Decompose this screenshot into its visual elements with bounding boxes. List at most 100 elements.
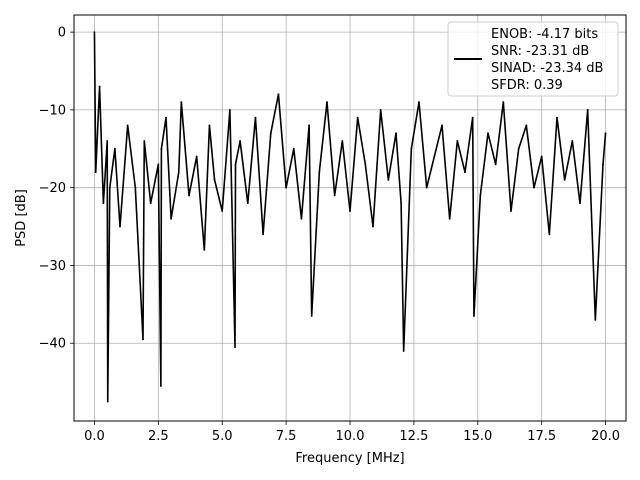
psd-point [310, 315, 313, 317]
y-tick-label: −40 [39, 337, 66, 352]
psd-point [119, 225, 121, 228]
x-tick-label: 5.0 [212, 429, 233, 444]
psd-point [372, 225, 374, 228]
psd-line-0 [93, 32, 607, 403]
psd-point [533, 186, 535, 189]
y-tick-label: −30 [39, 259, 66, 274]
psd-point [106, 400, 109, 403]
psd-point [395, 132, 397, 135]
psd-point [425, 186, 428, 189]
psd-point [602, 163, 604, 166]
psd-point [563, 178, 566, 181]
y-tick-label: −20 [39, 181, 66, 196]
psd-point [234, 163, 237, 166]
psd-point [464, 171, 466, 174]
psd-point [93, 31, 96, 34]
psd-point [333, 194, 336, 197]
psd-point [510, 210, 512, 212]
x-tick-label: 17.5 [527, 429, 556, 444]
psd-point [356, 116, 359, 119]
psd-point [165, 116, 167, 119]
x-tick-label: 7.5 [276, 429, 297, 444]
psd-point [159, 385, 162, 387]
psd-point [308, 124, 311, 127]
psd-point [448, 217, 451, 220]
psd-point [494, 163, 497, 166]
psd-point [142, 338, 144, 341]
psd-point [502, 101, 505, 104]
psd-point [400, 202, 403, 205]
psd-point [586, 108, 589, 111]
psd-point [203, 248, 206, 251]
x-tick-label: 10.0 [336, 429, 365, 444]
psd-point [262, 233, 265, 236]
psd-point [410, 147, 413, 150]
psd-point [149, 202, 152, 205]
psd-point [228, 108, 231, 111]
psd-point [418, 101, 420, 104]
psd-point [177, 171, 180, 174]
psd-point [473, 315, 475, 317]
psd-point [213, 178, 216, 181]
psd-point [126, 124, 129, 127]
psd-series [93, 31, 607, 403]
x-axis: 0.0 2.5 5.0 7.5 10.0 12.5 15.0 17.5 20.0 [84, 421, 620, 444]
legend-enob: ENOB: -4.17 bits [491, 27, 598, 42]
psd-point [98, 85, 101, 88]
psd-point [300, 217, 303, 220]
psd-point [433, 155, 436, 158]
psd-point [234, 346, 236, 349]
psd-point [349, 210, 351, 212]
y-axis: 0 −10 −20 −30 −40 [39, 26, 74, 352]
y-tick-label: −10 [39, 103, 66, 118]
psd-point [548, 233, 551, 236]
psd-point [594, 318, 597, 321]
psd-point [254, 116, 257, 119]
x-tick-label: 20.0 [591, 429, 620, 444]
psd-point [479, 194, 482, 197]
psd-point [102, 202, 105, 205]
legend: ENOB: -4.17 bits SNR: -23.31 dB SINAD: -… [447, 21, 619, 97]
psd-point [195, 155, 198, 158]
legend-snr: SNR: -23.31 dB [491, 44, 589, 59]
legend-sinad: SINAD: -23.34 dB [491, 61, 603, 76]
psd-point [379, 108, 382, 111]
legend-box [447, 21, 619, 97]
psd-point [188, 194, 190, 197]
grid [74, 15, 626, 421]
psd-point [269, 132, 272, 135]
psd-point [108, 186, 111, 189]
psd-point [517, 147, 520, 150]
y-tick-label: 0 [58, 26, 66, 41]
psd-point [326, 101, 328, 104]
psd-point [571, 140, 574, 142]
psd-point [441, 124, 443, 127]
x-tick-label: 0.0 [84, 429, 105, 444]
psd-point [277, 93, 280, 96]
x-tick-label: 15.0 [463, 429, 492, 444]
psd-point [471, 116, 474, 119]
psd-point [387, 178, 390, 181]
y-axis-label: PSD [dB] [14, 189, 29, 247]
x-tick-label: 2.5 [148, 429, 169, 444]
x-tick-label: 12.5 [399, 429, 428, 444]
psd-point [170, 217, 173, 220]
psd-point [94, 171, 97, 174]
psd-point [604, 132, 607, 135]
psd-point [318, 171, 321, 174]
psd-point [540, 155, 543, 158]
psd-point [341, 140, 344, 142]
psd-point [292, 147, 295, 150]
psd-point [525, 124, 528, 127]
x-axis-label: Frequency [MHz] [295, 451, 404, 466]
psd-point [157, 163, 160, 166]
psd-point [143, 140, 146, 142]
psd-point [106, 140, 109, 142]
psd-point [134, 186, 137, 189]
psd-point [180, 101, 183, 104]
psd-point [556, 116, 558, 119]
psd-point [487, 132, 489, 135]
psd-point [456, 140, 459, 142]
psd-point [364, 163, 367, 166]
